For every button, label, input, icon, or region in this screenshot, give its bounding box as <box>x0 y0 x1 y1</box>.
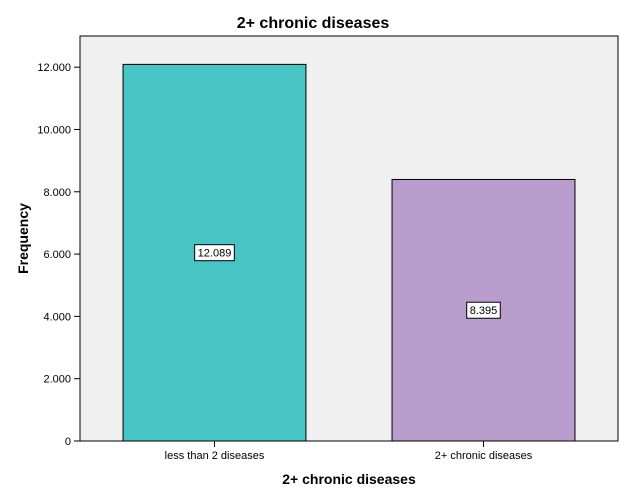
y-tick-label: 12.000 <box>37 62 71 74</box>
data-label-text: 8.395 <box>470 305 498 317</box>
data-labels-group: 12.089 8.395 <box>194 244 501 319</box>
data-label-box <box>466 301 501 319</box>
chart-title: 2+ chronic diseases <box>237 15 390 32</box>
y-axis: 0 2.000 4.000 6.000 8.000 10.000 12.000 <box>37 36 81 448</box>
y-tick-label: 4.000 <box>43 311 71 323</box>
y-tick-label: 0 <box>65 436 71 448</box>
data-label-text: 12.089 <box>198 248 232 260</box>
data-label-box <box>194 244 235 262</box>
data-label: 8.395 <box>466 301 501 319</box>
y-tick-label: 6.000 <box>43 249 71 261</box>
y-tick-label: 8.000 <box>43 187 71 199</box>
y-tick-label: 10.000 <box>37 124 71 136</box>
y-axis-title: Frequency <box>15 203 31 274</box>
x-axis-title: 2+ chronic diseases <box>282 471 416 487</box>
x-tick-label: 2+ chronic diseases <box>435 450 533 462</box>
x-tick-label: less than 2 diseases <box>165 450 265 462</box>
data-label: 12.089 <box>194 244 235 262</box>
y-tick-label: 2.000 <box>43 374 71 386</box>
